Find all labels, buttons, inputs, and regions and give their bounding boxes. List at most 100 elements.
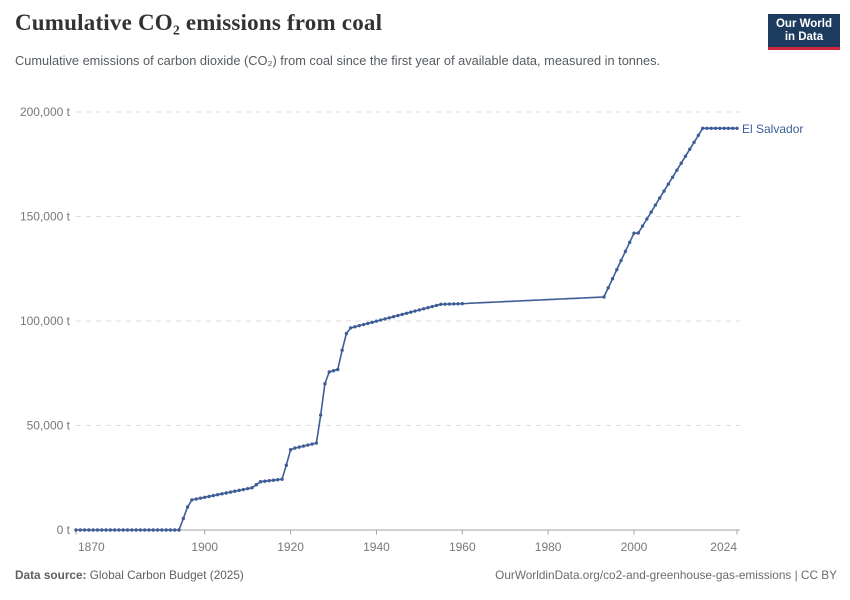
data-point bbox=[700, 126, 705, 131]
data-point bbox=[404, 311, 409, 315]
data-point bbox=[155, 528, 160, 532]
data-point bbox=[426, 305, 430, 310]
owid-logo[interactable]: Our World in Data bbox=[767, 14, 840, 50]
data-point bbox=[125, 528, 130, 532]
data-point bbox=[683, 154, 688, 158]
data-point bbox=[280, 477, 284, 481]
credit-link[interactable]: OurWorldinData.org/co2-and-greenhouse-ga… bbox=[495, 568, 837, 582]
data-point bbox=[670, 175, 675, 179]
x-tick-label: 1870 bbox=[78, 540, 105, 554]
data-point bbox=[245, 486, 250, 491]
data-point bbox=[95, 528, 100, 532]
data-point bbox=[112, 528, 117, 532]
data-point bbox=[434, 303, 439, 308]
data-point bbox=[108, 528, 113, 532]
data-point bbox=[241, 487, 246, 492]
data-point bbox=[258, 480, 263, 484]
data-point bbox=[100, 528, 104, 532]
data-point bbox=[409, 310, 413, 314]
data-point bbox=[323, 382, 327, 386]
data-point bbox=[374, 319, 379, 323]
data-point bbox=[447, 302, 452, 306]
data-point bbox=[288, 448, 293, 452]
series-label: El Salvador bbox=[742, 122, 804, 136]
data-point bbox=[134, 528, 138, 532]
data-point bbox=[379, 318, 383, 322]
data-point bbox=[138, 528, 143, 532]
data-point bbox=[250, 486, 254, 490]
y-tick-label: 100,000 t bbox=[20, 314, 71, 328]
data-point bbox=[632, 231, 636, 235]
data-point bbox=[74, 528, 78, 532]
data-point bbox=[443, 302, 447, 306]
data-point bbox=[383, 317, 387, 321]
data-point bbox=[207, 494, 211, 499]
data-point bbox=[387, 316, 392, 320]
owid-logo-line1: Our World bbox=[775, 18, 832, 30]
y-tick-label: 0 t bbox=[57, 523, 71, 537]
data-point bbox=[160, 528, 164, 532]
data-point bbox=[336, 367, 340, 372]
data-point bbox=[306, 443, 310, 447]
data-source: Data source: Global Carbon Budget (2025) bbox=[15, 568, 244, 582]
data-point bbox=[357, 323, 361, 328]
data-point bbox=[78, 528, 82, 532]
y-tick-label: 150,000 t bbox=[20, 210, 71, 224]
data-point bbox=[297, 445, 301, 449]
data-point bbox=[366, 321, 370, 326]
data-point bbox=[688, 147, 692, 151]
data-point bbox=[87, 528, 91, 532]
data-point bbox=[276, 478, 280, 482]
owid-logo-line2: in Data bbox=[784, 31, 824, 43]
data-point bbox=[636, 231, 640, 235]
data-point bbox=[731, 126, 735, 131]
page-title: Cumulative CO₂ emissions from coal bbox=[15, 10, 383, 35]
data-point bbox=[658, 196, 662, 200]
data-point bbox=[233, 489, 237, 493]
data-point bbox=[722, 126, 726, 131]
data-point bbox=[353, 325, 357, 329]
data-point bbox=[370, 320, 374, 324]
data-point bbox=[271, 478, 276, 482]
data-point bbox=[130, 528, 134, 532]
y-tick-label: 50,000 t bbox=[27, 419, 71, 433]
data-point bbox=[198, 496, 203, 500]
data-point bbox=[713, 126, 718, 131]
data-point bbox=[173, 528, 177, 532]
data-point bbox=[718, 126, 722, 131]
data-point bbox=[735, 126, 739, 131]
data-point bbox=[215, 493, 220, 497]
data-point bbox=[168, 528, 173, 532]
data-point bbox=[619, 258, 623, 263]
chart-subtitle: Cumulative emissions of carbon dioxide (… bbox=[15, 53, 661, 68]
data-point bbox=[327, 370, 331, 374]
data-point bbox=[679, 161, 683, 165]
data-point bbox=[318, 413, 323, 417]
data-point bbox=[649, 210, 653, 214]
data-point bbox=[164, 528, 168, 532]
data-point bbox=[705, 126, 709, 131]
y-tick-label: 200,000 t bbox=[20, 105, 71, 119]
data-point bbox=[263, 479, 267, 483]
x-tick-label: 1900 bbox=[191, 540, 218, 554]
data-point bbox=[314, 441, 319, 445]
data-point bbox=[224, 491, 228, 495]
data-point bbox=[439, 302, 443, 306]
data-point bbox=[391, 314, 396, 319]
data-point bbox=[284, 463, 289, 467]
data-point bbox=[396, 313, 400, 318]
data-point bbox=[662, 189, 666, 193]
data-point bbox=[400, 312, 404, 317]
data-point bbox=[293, 446, 297, 450]
data-point bbox=[203, 495, 207, 500]
data-point bbox=[640, 224, 645, 228]
data-point bbox=[692, 140, 696, 144]
data-point bbox=[185, 505, 190, 509]
data-point bbox=[413, 309, 417, 313]
data-point bbox=[237, 488, 241, 493]
data-point bbox=[610, 277, 615, 281]
data-point bbox=[452, 302, 456, 306]
